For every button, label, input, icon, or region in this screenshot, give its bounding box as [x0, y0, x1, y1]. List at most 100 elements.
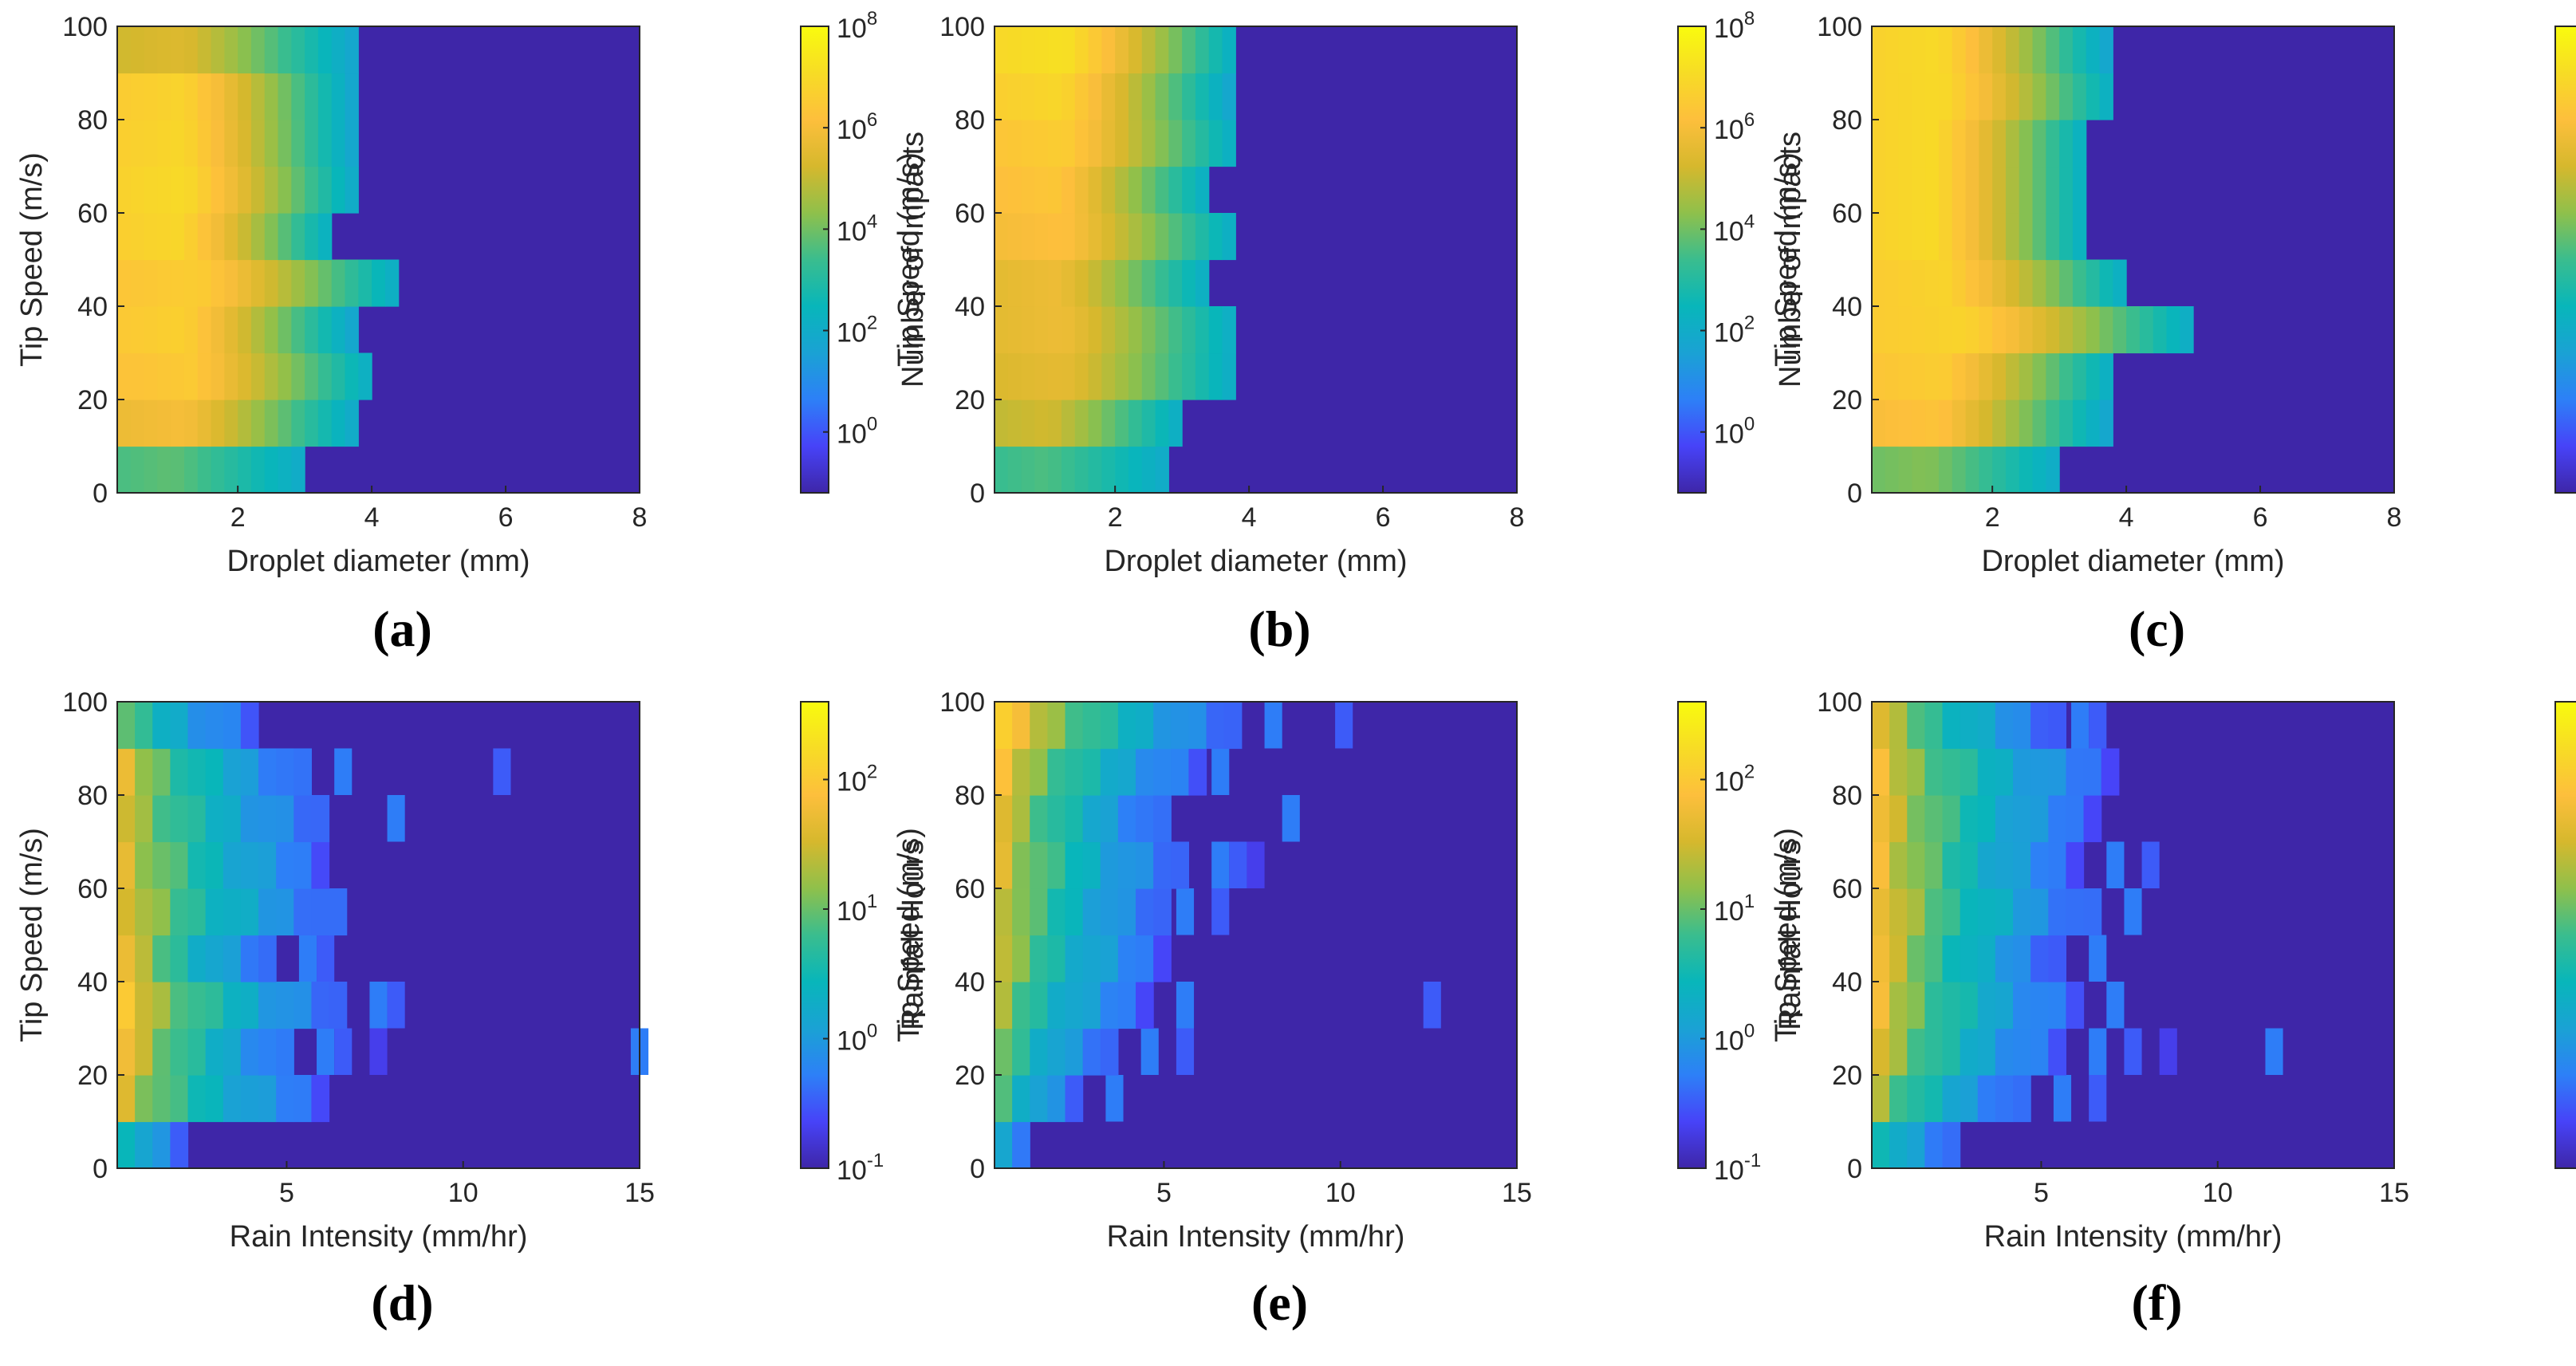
heatmap-cell — [331, 26, 346, 74]
panel-letter: (e) — [1251, 1274, 1308, 1331]
heatmap-cell — [2066, 982, 2085, 1029]
heatmap-cell — [2013, 1028, 2031, 1076]
heatmap-cell — [1047, 888, 1066, 936]
heatmap-cell — [2086, 306, 2101, 354]
heatmap-cell — [144, 26, 158, 74]
heatmap-cell — [1034, 120, 1049, 167]
heatmap-cell — [1115, 213, 1129, 261]
heatmap-cell — [2099, 26, 2113, 74]
heatmap-cell — [345, 352, 359, 400]
heatmap-cell — [2059, 166, 2074, 214]
heatmap-cell — [1898, 259, 1912, 307]
colorbar — [2555, 26, 2576, 493]
x-tick-label: 5 — [1156, 1178, 1172, 1208]
heatmap-cell — [1965, 306, 1979, 354]
heatmap-cell — [1155, 213, 1169, 261]
heatmap-cell — [157, 352, 171, 400]
y-tick-label: 60 — [1832, 199, 1862, 229]
heatmap-cell — [2005, 446, 2020, 494]
heatmap-cell — [1100, 935, 1119, 982]
heatmap-cell — [995, 795, 1013, 843]
heatmap-cell — [224, 26, 238, 74]
heatmap-cell — [1182, 26, 1196, 74]
heatmap-cell — [197, 166, 212, 214]
heatmap-cell — [171, 400, 185, 447]
heatmap-cell — [1168, 400, 1183, 447]
heatmap-cell — [130, 166, 145, 214]
heatmap-cell — [1048, 120, 1062, 167]
heatmap-cell — [1942, 888, 1961, 936]
heatmap-cell — [278, 26, 292, 74]
heatmap-cell — [1938, 73, 1953, 120]
heatmap-cell — [2030, 888, 2049, 936]
heatmap-cell — [1872, 306, 1886, 354]
heatmap-cell — [205, 1075, 224, 1123]
heatmap-cell — [1872, 400, 1886, 447]
heatmap-cell — [250, 73, 266, 120]
heatmap-cell — [1898, 400, 1912, 447]
heatmap-cell — [117, 702, 136, 750]
heatmap-cell — [291, 306, 305, 354]
heatmap-cell — [2005, 120, 2020, 167]
heatmap-cell — [317, 1028, 335, 1075]
heatmap-cell — [1979, 259, 1993, 307]
heatmap-cell — [1977, 1075, 1996, 1123]
heatmap-cell — [305, 213, 319, 261]
heatmap-cell — [1965, 73, 1979, 120]
heatmap-cell — [1885, 400, 1900, 447]
heatmap-cell — [1061, 306, 1076, 354]
heatmap-cell — [387, 795, 405, 842]
heatmap-cell — [258, 982, 277, 1029]
heatmap-cell — [135, 888, 153, 936]
heatmap-cell — [1282, 795, 1300, 842]
heatmap-cell — [2048, 1028, 2067, 1076]
heatmap-cell — [1979, 120, 1993, 167]
heatmap-cell — [1889, 702, 1908, 750]
heatmap-cell — [171, 120, 185, 167]
heatmap-cell — [2048, 795, 2067, 843]
heatmap-cell — [223, 888, 242, 936]
colorbar — [2555, 702, 2576, 1168]
heatmap-cell — [1048, 259, 1062, 307]
x-tick-label: 10 — [1325, 1178, 1356, 1208]
heatmap-cell — [1942, 795, 1961, 843]
heatmap-cell — [278, 73, 292, 120]
x-tick-label: 6 — [2253, 502, 2268, 533]
heatmap-cell — [1889, 795, 1908, 843]
heatmap-cell — [1047, 982, 1066, 1029]
heatmap-cell — [152, 1028, 171, 1076]
heatmap-cell — [144, 306, 158, 354]
heatmap-cell — [1155, 306, 1169, 354]
heatmap-cell — [144, 213, 158, 261]
x-tick-label: 8 — [2387, 502, 2402, 533]
heatmap-cell — [135, 1121, 153, 1169]
heatmap-cell — [211, 400, 225, 447]
heatmap-cell — [170, 935, 189, 982]
heatmap-cell — [205, 702, 224, 750]
heatmap-cell — [2265, 1028, 2283, 1075]
heatmap-cell — [1171, 748, 1190, 796]
heatmap-cell — [1995, 935, 2014, 982]
heatmap-cell — [1115, 73, 1129, 120]
heatmap-cell — [1048, 213, 1062, 261]
heatmap-cell — [187, 748, 207, 796]
heatmap-cell — [1872, 982, 1890, 1029]
heatmap-cell — [291, 73, 305, 120]
heatmap-cell — [1924, 935, 1944, 982]
heatmap-cell — [183, 166, 199, 214]
heatmap-cell — [1912, 120, 1926, 167]
heatmap-cell — [2013, 1075, 2031, 1123]
colorbar-tick-label: 102 — [1714, 762, 1755, 797]
heatmap-cell — [1925, 306, 1940, 354]
heatmap-cell — [2048, 841, 2067, 889]
heatmap-cell — [170, 982, 189, 1029]
heatmap-cell — [311, 982, 330, 1029]
heatmap-cell — [2019, 213, 2034, 261]
heatmap-cell — [2086, 400, 2101, 447]
heatmap-cell — [1141, 400, 1156, 447]
heatmap-cell — [278, 259, 292, 307]
heatmap-cell — [1992, 306, 2007, 354]
heatmap-cell — [2046, 446, 2060, 494]
heatmap-cell — [1168, 26, 1183, 74]
